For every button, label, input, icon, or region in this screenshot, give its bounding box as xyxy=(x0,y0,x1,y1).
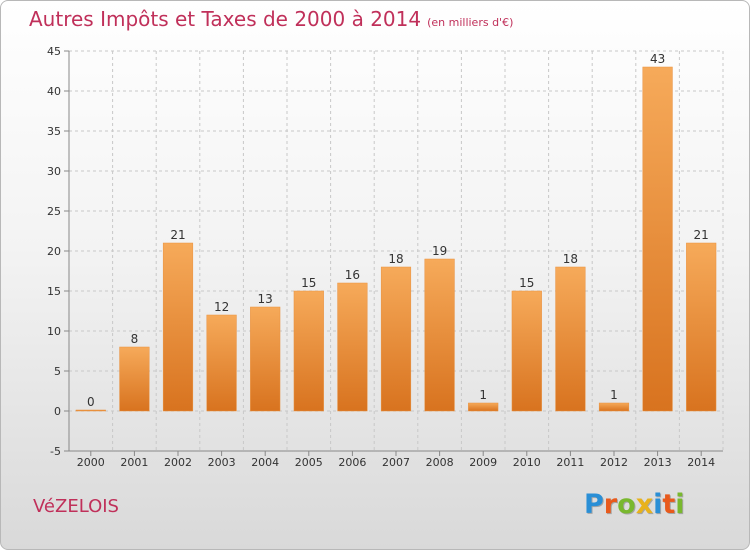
x-tick-label: 2009 xyxy=(469,456,497,469)
bars xyxy=(75,66,717,412)
bar xyxy=(511,290,542,412)
y-tick-label: 10 xyxy=(47,325,61,338)
logo-letter: o xyxy=(617,489,636,520)
bar xyxy=(424,258,455,412)
y-tick-label: 0 xyxy=(54,405,61,418)
bar xyxy=(293,290,324,412)
x-tick-label: 2003 xyxy=(208,456,236,469)
logo-letter: i xyxy=(675,489,685,520)
x-tick-label: 2001 xyxy=(120,456,148,469)
y-tick-label: 45 xyxy=(47,45,61,58)
bar-value-label: 1 xyxy=(610,388,618,402)
bar xyxy=(206,314,237,412)
y-tick-label: -5 xyxy=(50,445,61,458)
x-tick-label: 2010 xyxy=(513,456,541,469)
x-tick-label: 2006 xyxy=(338,456,366,469)
bar-value-label: 19 xyxy=(432,244,447,258)
bar-value-label: 21 xyxy=(170,228,185,242)
x-tick-label: 2008 xyxy=(426,456,454,469)
bar xyxy=(598,402,630,412)
bar-value-label: 8 xyxy=(131,332,139,346)
y-tick-label: 25 xyxy=(47,205,61,218)
bar-value-label: 13 xyxy=(258,292,273,306)
bar-value-label: 0 xyxy=(87,395,95,409)
logo-letter: P xyxy=(584,489,604,520)
x-tick-label: 2014 xyxy=(687,456,715,469)
y-tick-label: 35 xyxy=(47,125,61,138)
bar xyxy=(468,402,499,412)
bar xyxy=(686,242,717,412)
bar-value-label: 16 xyxy=(345,268,360,282)
bar-value-label: 15 xyxy=(519,276,534,290)
bar-value-label: 12 xyxy=(214,300,229,314)
x-tick-label: 2012 xyxy=(600,456,628,469)
logo-letter: x xyxy=(635,489,654,520)
bar xyxy=(380,266,412,412)
bar xyxy=(555,266,586,412)
commune-name: VéZELOIS xyxy=(33,496,119,517)
bar xyxy=(162,242,194,412)
unit-note: (en milliers d'€) xyxy=(427,16,514,29)
x-tick-label: 2000 xyxy=(77,456,105,469)
y-tick-label: 15 xyxy=(47,285,61,298)
bar-value-label: 43 xyxy=(650,52,665,66)
y-tick-label: 30 xyxy=(47,165,61,178)
x-tick-label: 2007 xyxy=(382,456,410,469)
bar-value-label: 1 xyxy=(479,388,487,402)
x-tick-label: 2013 xyxy=(644,456,672,469)
bar-value-label: 15 xyxy=(301,276,316,290)
bar xyxy=(75,409,106,412)
bar xyxy=(250,306,281,412)
logo-letter: i xyxy=(653,489,663,520)
bar-value-label: 21 xyxy=(694,228,709,242)
y-tick-label: 5 xyxy=(54,365,61,378)
data-labels: 0 8 21 12 13 15 16 18 19 1 15 18 1 43 21 xyxy=(87,52,709,409)
bar-value-label: 18 xyxy=(388,252,403,266)
x-tick-label: 2011 xyxy=(556,456,584,469)
bar-value-label: 18 xyxy=(563,252,578,266)
chart-title: Autres Impôts et Taxes de 2000 à 2014 (en… xyxy=(29,7,513,31)
y-tick-label: 40 xyxy=(47,85,61,98)
y-tick-label: 20 xyxy=(47,245,61,258)
bar xyxy=(642,66,673,412)
x-tick-label: 2005 xyxy=(295,456,323,469)
bar xyxy=(119,346,150,412)
x-tick-label: 2004 xyxy=(251,456,279,469)
bar xyxy=(337,282,368,412)
x-tick-label: 2002 xyxy=(164,456,192,469)
title-text: Autres Impôts et Taxes de 2000 à 2014 xyxy=(29,7,422,31)
proxiti-logo[interactable]: Proxiti xyxy=(584,489,685,520)
logo-letter: r xyxy=(603,489,618,520)
logo-letter: t xyxy=(662,489,676,520)
